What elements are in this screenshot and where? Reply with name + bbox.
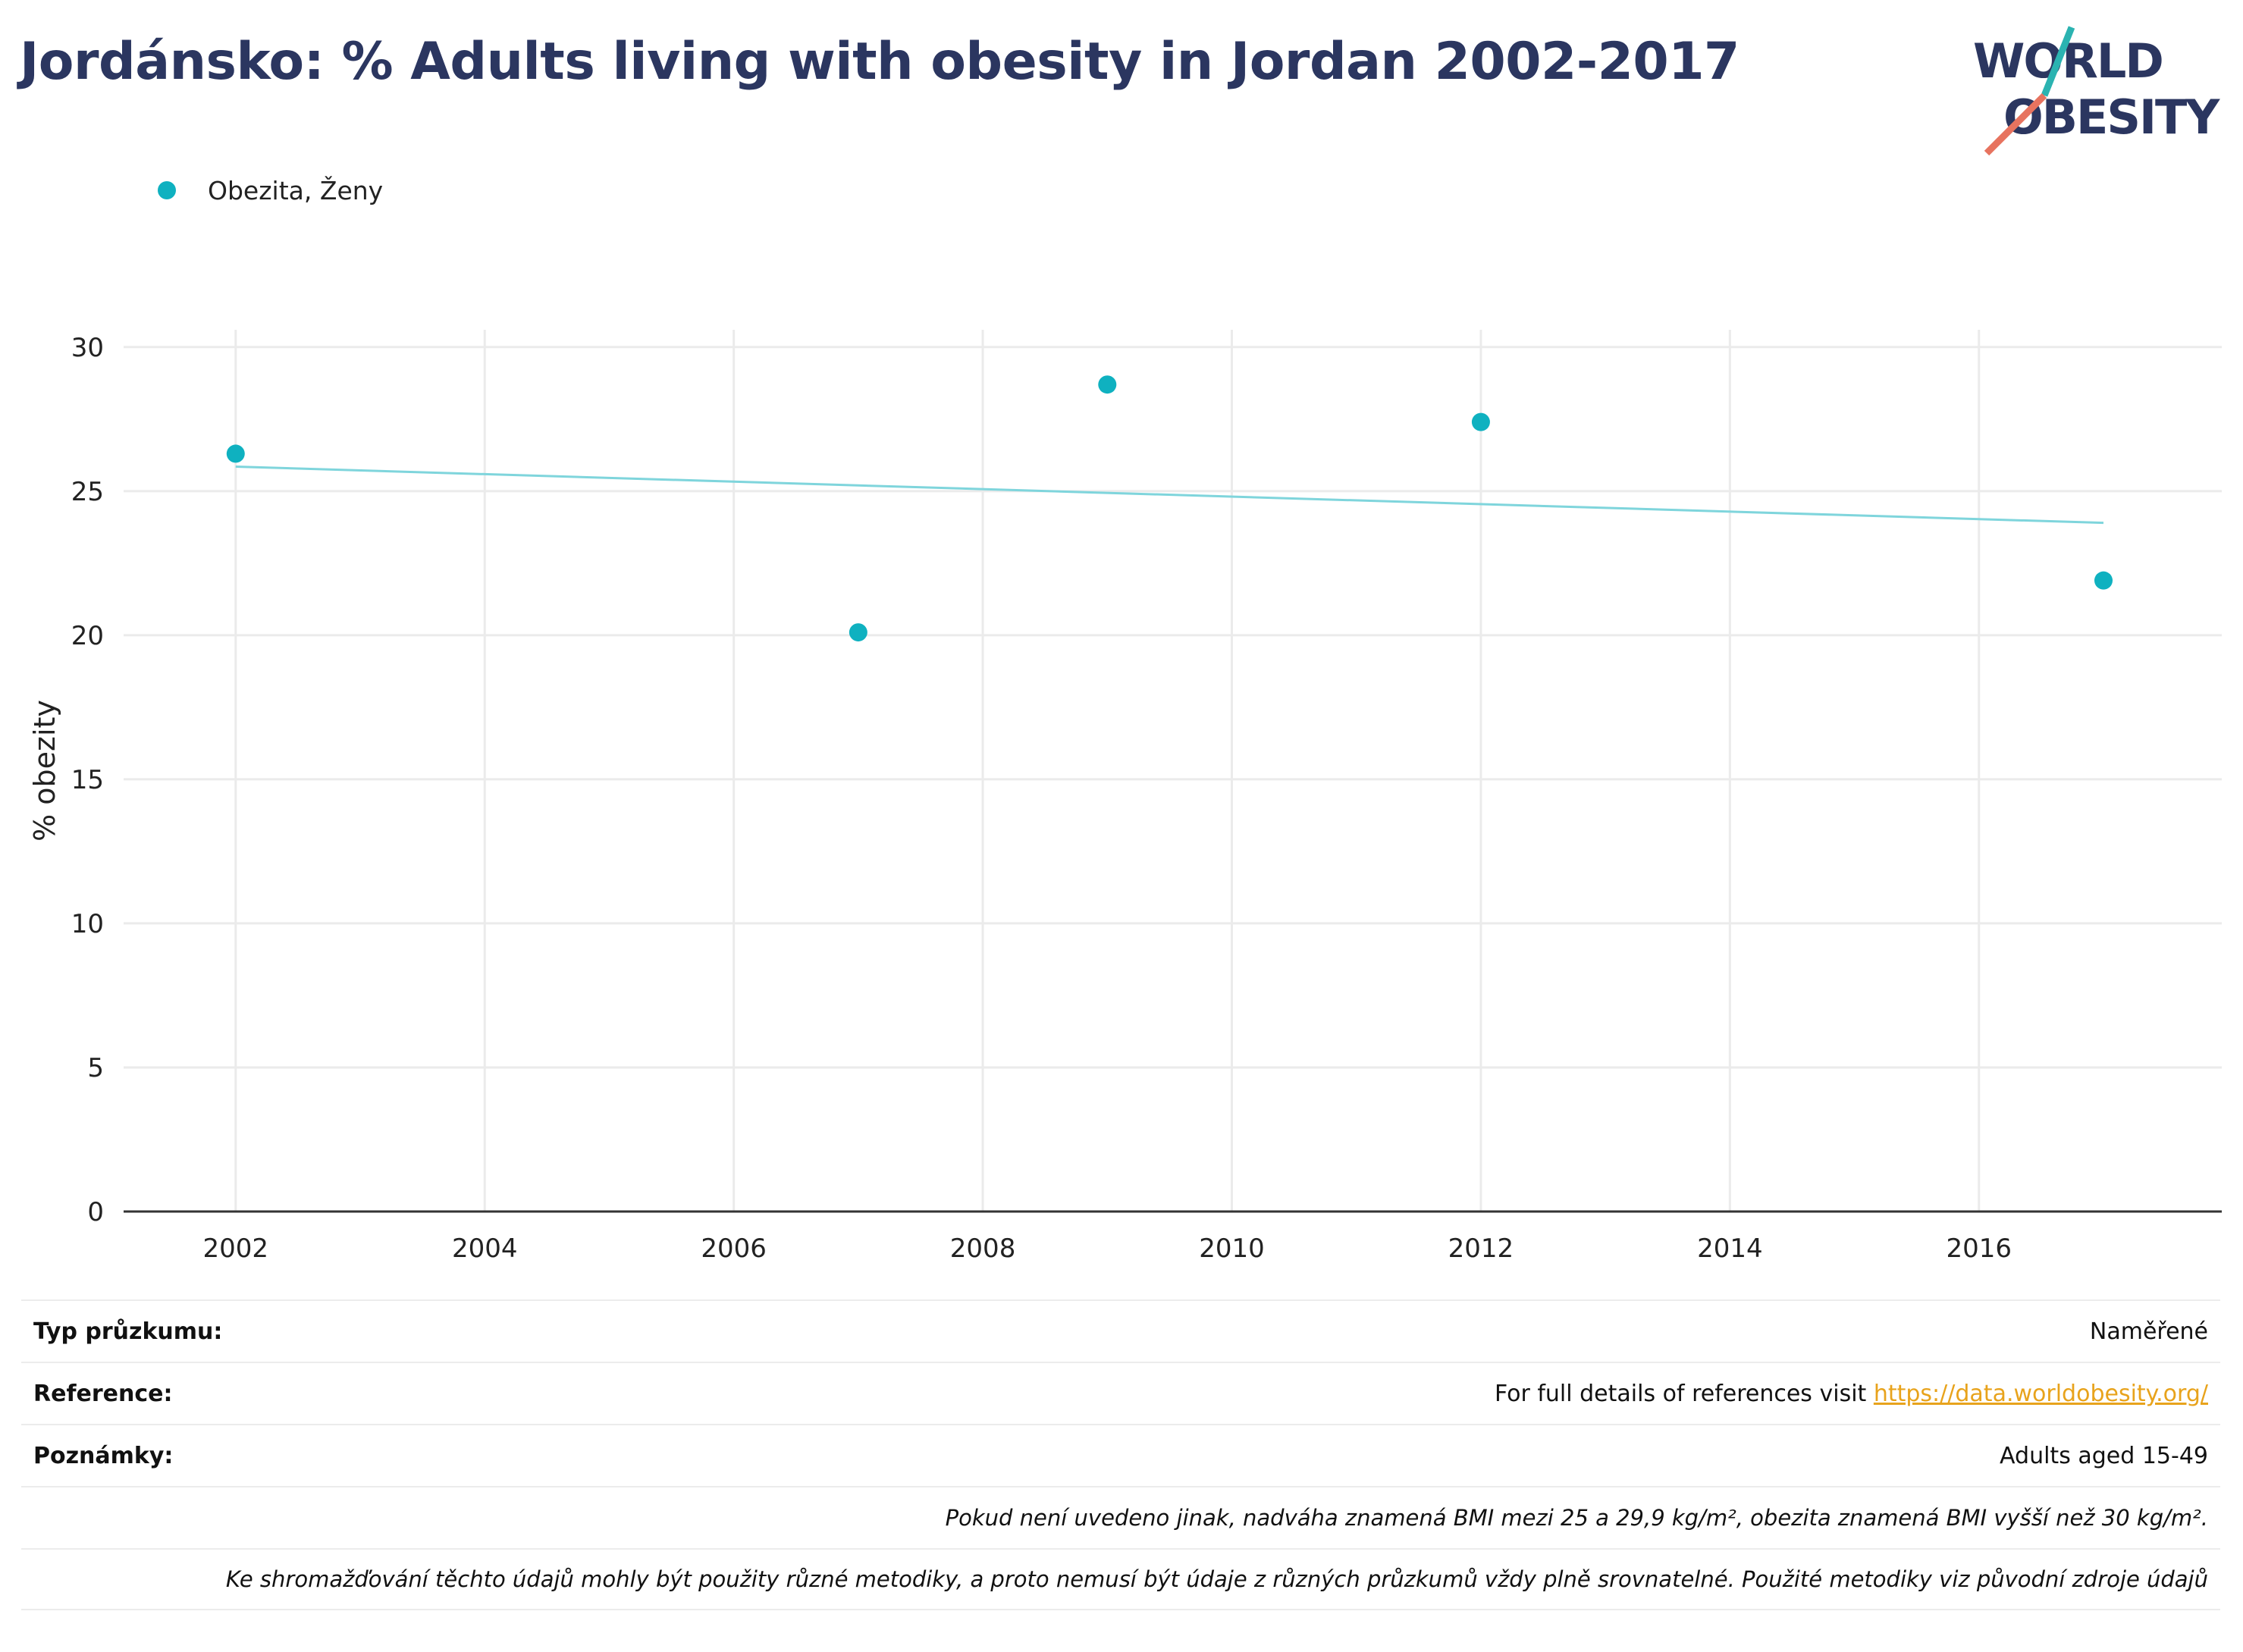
- x-tick-label: 2010: [1199, 1234, 1265, 1264]
- x-tick-label: 2012: [1448, 1234, 1514, 1264]
- world-obesity-logo: WORLD OBESITY: [1973, 26, 2222, 156]
- y-tick-label: 5: [87, 1053, 104, 1083]
- data-point: [1098, 375, 1117, 394]
- data-point: [849, 623, 867, 642]
- notes-value: Adults aged 15-49: [2000, 1442, 2208, 1469]
- survey-type-label: Typ průzkumu:: [33, 1318, 223, 1345]
- x-tick-label: 2004: [452, 1234, 518, 1264]
- methods-note: Ke shromažďování těchto údajů mohly být …: [225, 1566, 2208, 1592]
- data-point: [226, 444, 245, 463]
- y-tick-label: 15: [71, 765, 104, 795]
- info-row-survey-type: Typ průzkumu: Naměřené: [21, 1299, 2220, 1362]
- info-table: Typ průzkumu: Naměřené Reference: For fu…: [21, 1299, 2220, 1610]
- y-tick-label: 0: [87, 1197, 104, 1227]
- info-row-reference: Reference: For full details of reference…: [21, 1362, 2220, 1424]
- x-tick-label: 2006: [701, 1234, 767, 1264]
- reference-label: Reference:: [33, 1380, 173, 1407]
- reference-value: For full details of references visit htt…: [1495, 1381, 2208, 1407]
- bmi-note: Pokud není uvedeno jinak, nadváha znamen…: [945, 1505, 2208, 1531]
- y-axis-label: % obezity: [28, 700, 61, 842]
- info-row-notes: Poznámky: Adults aged 15-49: [21, 1424, 2220, 1486]
- legend-label: Obezita, Ženy: [208, 175, 384, 205]
- reference-link[interactable]: https://data.worldobesity.org/: [1873, 1380, 2208, 1407]
- chart: 0 5 10 15 20 25 30 2002 2004 2006 2008 2010 2012 2014…: [28, 330, 2222, 1264]
- page-title: Jordánsko: % Adults living with obesity …: [20, 32, 1740, 92]
- notes-label: Poznámky:: [33, 1442, 174, 1469]
- y-tick-label: 25: [71, 477, 104, 507]
- data-point: [1471, 412, 1490, 431]
- y-tick-label: 10: [71, 909, 104, 939]
- x-tick-label: 2016: [1947, 1234, 2012, 1264]
- x-tick-label: 2008: [950, 1234, 1016, 1264]
- x-tick-label: 2014: [1697, 1234, 1763, 1264]
- survey-type-value: Naměřené: [2089, 1318, 2208, 1345]
- info-row-bmi-note: Pokud není uvedeno jinak, nadváha znamen…: [21, 1486, 2220, 1548]
- y-tick-label: 30: [71, 333, 104, 363]
- y-tick-label: 20: [71, 621, 104, 651]
- chart-legend: Obezita, Ženy: [158, 171, 383, 209]
- info-row-methods-note: Ke shromažďování těchto údajů mohly být …: [21, 1548, 2220, 1610]
- trend-line: [235, 466, 2104, 525]
- x-tick-label: 2002: [203, 1234, 269, 1264]
- reference-text: For full details of references visit: [1494, 1380, 1874, 1407]
- data-point: [2094, 571, 2113, 590]
- legend-marker-icon: [158, 181, 176, 199]
